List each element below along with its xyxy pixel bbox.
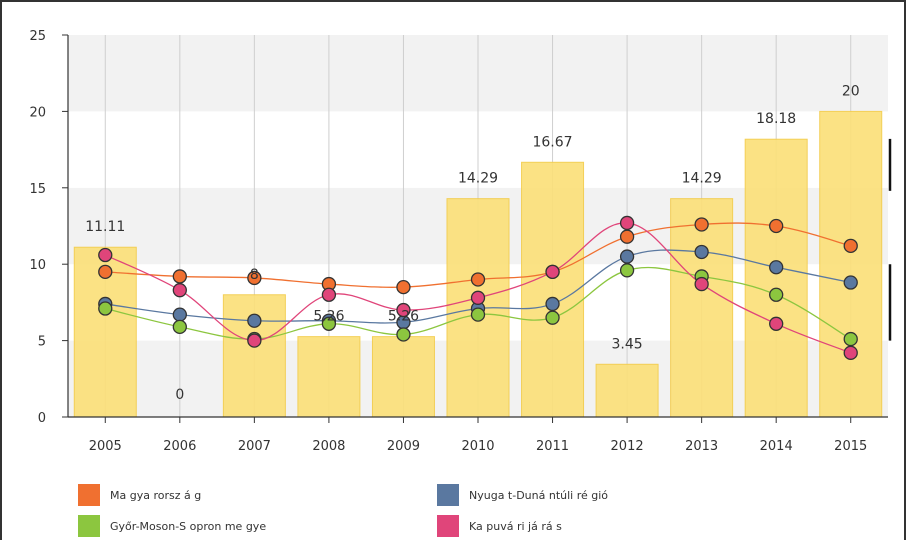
series-point [321,287,337,302]
x-tick-label: 2008 [312,439,345,454]
legend-item-nyugat-dunantuli-regio: Nyuga t-Duná ntúli ré gió [437,484,608,506]
x-tick-label: 2006 [163,439,196,454]
x-tick-label: 2013 [685,439,718,454]
series-point [769,316,784,331]
series-point [470,290,486,305]
legend-label: Győr-Moson-S opron me gye [110,519,267,533]
bar [222,294,286,418]
series-point [247,333,262,348]
series-point [843,345,858,360]
series-point [470,272,486,287]
series-point [694,217,709,232]
y-tick-label: 5 [38,335,46,350]
legend-swatch [437,515,459,537]
legend-swatch [78,515,100,537]
series-point [321,316,337,331]
legend-swatch [78,484,100,506]
legend-item-kapuvari-jaras: Ka puvá ri já rá s [437,515,562,537]
y-tick-label: 15 [29,182,46,197]
series-point [619,215,635,231]
x-tick-label: 2014 [760,439,793,454]
series-point [247,270,262,286]
bar-data-label: 8 [250,267,259,283]
bar-data-label: 14.29 [682,171,722,187]
x-tick-label: 2011 [536,439,569,454]
bar-data-label: 20 [842,83,860,99]
x-tick-label: 2015 [834,439,867,454]
chart: 11.11 0 8 5.26 5.26 14.29 16.67 3.45 14.29 18.18 2… [29,29,892,454]
series-point [769,287,784,302]
line-points [98,215,858,360]
series-point [98,264,113,279]
series-point [396,327,411,342]
series-point [98,247,113,263]
series-point [769,260,784,275]
legend-item-magyarorszag: Ma gya rorsz á g [78,484,201,506]
bar-data-label: 14.29 [458,171,498,187]
x-tick-label: 2005 [89,439,122,454]
bar [595,363,659,418]
legend-label: Ma gya rorsz á g [110,488,202,502]
series-point [843,238,858,254]
bar [819,110,883,418]
series-point [172,283,187,298]
series-point [619,229,635,244]
series-point [545,310,560,325]
series-point [694,244,709,260]
legend: Ma gya rorsz á g Nyuga t-Duná ntúli ré g… [0,478,906,540]
bar-data-label: 18.18 [756,111,796,127]
x-tick-label: 2007 [238,439,271,454]
y-tick-label: 20 [29,105,46,120]
series-point [247,313,262,328]
legend-label: Nyuga t-Duná ntúli ré gió [469,488,609,502]
series-point [694,276,709,292]
bar-data-label: 11.11 [85,219,125,235]
x-tick-label: 2010 [461,439,494,454]
bar [371,336,435,418]
series-point [396,302,411,318]
series-point [843,331,858,347]
bar [297,336,361,418]
series-point [545,264,560,279]
series-point [619,263,635,278]
series-point [98,301,113,316]
legend-label: Ka puvá ri já rá s [469,519,562,533]
series-point [396,279,411,295]
bar [744,138,808,418]
bar-data-labels: 11.11 0 8 5.26 5.26 14.29 16.67 3.45 14.29 18.18 2… [85,83,859,403]
bar-data-label: 5.26 [313,309,344,325]
bar-data-label: 0 [175,387,184,403]
x-tick-label: 2009 [387,439,420,454]
bar [670,198,734,418]
bar-data-label: 5.26 [388,309,419,325]
axes [62,34,888,423]
bar-data-label: 16.67 [532,134,572,150]
series-point [172,307,187,322]
bar [521,161,585,418]
x-tick-label: 2012 [611,439,644,454]
series-point [843,275,858,290]
series-point [769,218,784,234]
series-point [619,249,635,264]
y-tick-label: 25 [29,29,46,44]
series-point [172,269,187,284]
series-point [172,319,187,334]
y-tick-label: 10 [29,258,46,273]
bar-data-label: 3.45 [612,336,643,352]
legend-swatch [437,484,459,506]
series-point [545,296,560,312]
y-tick-label: 0 [38,411,46,426]
legend-item-gyor-moson-sopron: Győr-Moson-S opron me gye [78,515,266,537]
series-point [470,307,486,322]
